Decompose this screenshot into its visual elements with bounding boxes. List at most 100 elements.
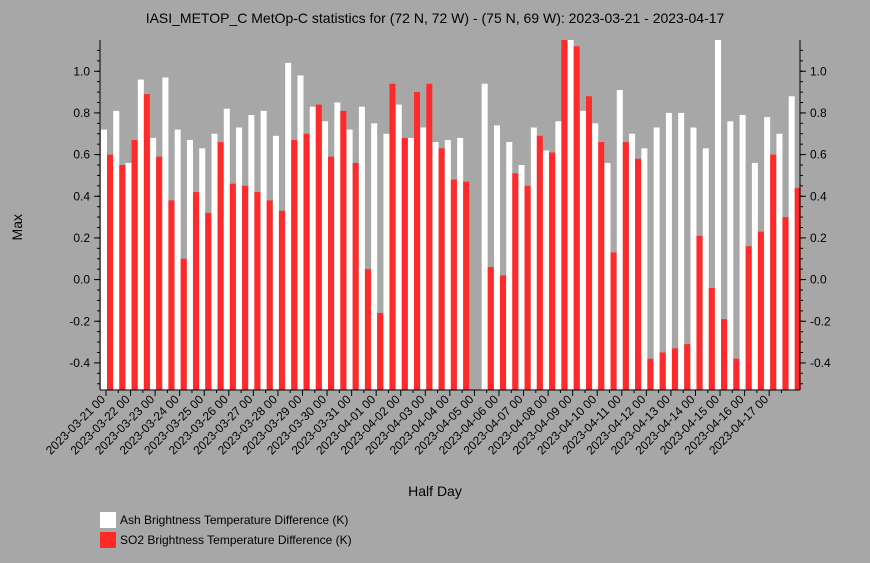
so2-bar-18 (328, 156, 335, 390)
so2-bar-8 (205, 212, 212, 390)
ash-bar-7 (186, 140, 193, 390)
so2-bar-48 (696, 235, 703, 390)
ash-bar-17 (309, 106, 316, 391)
so2-bar-51 (733, 358, 740, 390)
ash-bar-13 (260, 110, 267, 390)
ash-bar-56 (788, 96, 795, 390)
so2-bar-15 (291, 140, 298, 390)
ash-bar-4 (150, 137, 157, 390)
ash-bar-51 (727, 121, 734, 390)
ash-bar-43 (629, 133, 636, 390)
so2-bar-0 (107, 154, 113, 390)
legend-item-ash: Ash Brightness Temperature Difference (K… (100, 512, 352, 528)
legend-swatch-ash (100, 512, 116, 528)
ash-bar-29 (457, 137, 464, 390)
ash-bar-9 (211, 133, 218, 390)
ash-bar-54 (764, 117, 771, 390)
y-tick-label-right: 0.8 (810, 106, 827, 120)
y-tick-label-left: 0.2 (73, 231, 90, 245)
y-tick-label-left: 0.8 (73, 106, 90, 120)
so2-bar-3 (143, 94, 150, 391)
ash-bar-34 (518, 165, 525, 390)
ash-bar-3 (137, 79, 144, 390)
ash-bar-15 (285, 62, 292, 391)
ash-bar-24 (395, 104, 402, 390)
ash-bar-28 (444, 140, 451, 390)
y-tick-label-left: 0.4 (73, 189, 90, 203)
ash-bar-45 (653, 127, 660, 390)
ash-bar-5 (162, 77, 169, 390)
chart-title: IASI_METOP_C MetOp-C statistics for (72 … (145, 10, 725, 26)
so2-bar-54 (770, 154, 777, 390)
ash-bar-0 (101, 129, 107, 391)
ash-bar-55 (776, 133, 783, 390)
ash-bar-33 (506, 142, 513, 390)
ash-bar-26 (420, 127, 427, 390)
ash-bar-21 (358, 106, 365, 391)
ash-bar-53 (751, 162, 758, 390)
y-tick-label-right: 1.0 (810, 64, 827, 78)
so2-bar-40 (598, 142, 605, 390)
ash-bar-32 (493, 125, 500, 391)
so2-bar-9 (217, 142, 224, 390)
so2-bar-46 (671, 348, 678, 390)
ash-bar-23 (383, 133, 390, 390)
legend-label-so2: SO2 Brightness Temperature Difference (K… (120, 533, 352, 547)
ash-bar-31 (481, 83, 488, 390)
so2-bar-11 (242, 185, 249, 390)
so2-bar-17 (315, 104, 322, 390)
ash-bar-6 (174, 129, 181, 391)
so2-bar-31 (487, 267, 494, 390)
so2-bar-23 (389, 83, 396, 390)
ash-bar-40 (592, 123, 599, 390)
y-tick-label-right: 0.4 (810, 189, 827, 203)
so2-bar-43 (635, 158, 642, 390)
ash-bar-37 (555, 121, 562, 390)
legend-label-ash: Ash Brightness Temperature Difference (K… (120, 513, 349, 527)
so2-bar-20 (352, 162, 359, 390)
so2-bar-29 (463, 181, 470, 390)
ash-bar-49 (702, 148, 709, 390)
so2-bar-7 (192, 192, 199, 390)
ash-bar-11 (236, 127, 243, 390)
so2-bar-35 (536, 135, 543, 390)
ash-bar-35 (530, 127, 537, 390)
ash-bar-39 (579, 110, 586, 390)
so2-bar-28 (450, 179, 457, 390)
so2-bar-42 (622, 142, 629, 390)
so2-bar-27 (438, 148, 445, 390)
ash-bar-22 (371, 123, 378, 390)
y-tick-label-right: -0.2 (810, 314, 831, 328)
ash-bar-8 (199, 148, 206, 390)
ash-bar-14 (272, 135, 279, 390)
ash-bar-20 (346, 129, 353, 391)
y-tick-label-left: -0.4 (69, 356, 90, 370)
so2-bar-4 (156, 156, 163, 390)
so2-bar-19 (340, 110, 347, 390)
ash-bar-50 (715, 40, 722, 390)
so2-bar-14 (278, 210, 285, 390)
so2-bar-45 (659, 352, 666, 390)
y-tick-label-left: 0.0 (73, 273, 90, 287)
ash-bar-42 (616, 90, 623, 390)
so2-bar-5 (168, 200, 175, 390)
ash-bar-2 (125, 162, 132, 390)
so2-bar-52 (745, 246, 752, 390)
ash-bar-41 (604, 162, 611, 390)
legend: Ash Brightness Temperature Difference (K… (100, 512, 352, 552)
so2-bar-1 (119, 165, 126, 390)
legend-swatch-so2 (100, 532, 116, 548)
legend-item-so2: SO2 Brightness Temperature Difference (K… (100, 532, 352, 548)
so2-bar-32 (499, 275, 506, 390)
chart-plot: -0.4 -0.4 -0.2 -0.2 0.0 0.0 0.2 0.2 0.4 0.4 0.6 0.6… (43, 40, 831, 457)
ash-bar-47 (678, 112, 685, 391)
so2-bar-55 (782, 217, 789, 390)
ash-bar-12 (248, 115, 255, 390)
so2-bar-34 (524, 185, 531, 390)
so2-bar-53 (757, 231, 764, 390)
so2-bar-39 (585, 96, 592, 390)
so2-bar-36 (549, 152, 556, 390)
so2-bar-22 (377, 312, 384, 390)
ash-bar-27 (432, 142, 439, 390)
